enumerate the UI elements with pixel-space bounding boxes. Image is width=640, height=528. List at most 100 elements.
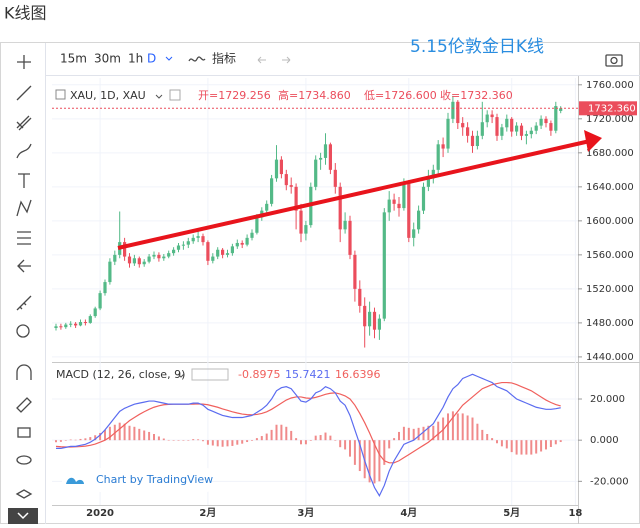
- interval-button[interactable]: 1h: [128, 52, 143, 66]
- indicator-icon[interactable]: [188, 56, 206, 62]
- signal-value: 16.6396: [335, 368, 381, 381]
- histogram-bar: [74, 439, 77, 441]
- text-tool[interactable]: [18, 173, 30, 188]
- magnet-tool[interactable]: [16, 364, 32, 380]
- eye-toggle[interactable]: [169, 89, 181, 101]
- pen-tool[interactable]: [16, 397, 32, 413]
- histogram-bar: [388, 440, 391, 449]
- histogram-bar: [192, 439, 195, 441]
- interval-button[interactable]: 30m: [94, 52, 121, 66]
- candle-body: [274, 159, 279, 179]
- layers-tool[interactable]: [15, 489, 33, 499]
- candle-body: [201, 236, 205, 243]
- histogram-bar: [496, 440, 498, 444]
- y-tick-label: 1480.000: [586, 318, 634, 329]
- y-tick-label: 1520.000: [586, 284, 634, 295]
- interval-caret[interactable]: [165, 56, 173, 61]
- credit[interactable]: Chart by TradingView: [96, 473, 213, 486]
- ruler-tool[interactable]: [16, 295, 32, 311]
- candle-body: [59, 326, 63, 328]
- candle-body: [64, 324, 68, 328]
- candle-body: [113, 254, 117, 262]
- candle-body: [519, 125, 524, 136]
- chart-frame: [0, 42, 640, 524]
- legend-collapse[interactable]: [55, 89, 66, 100]
- histogram-bar: [226, 440, 229, 447]
- histogram-bar: [349, 440, 351, 457]
- histogram-bar: [530, 440, 533, 455]
- candle-body: [353, 254, 357, 289]
- active-interval[interactable]: D: [147, 52, 156, 66]
- histogram-bar: [515, 440, 518, 455]
- histogram-bar: [500, 440, 503, 447]
- candle-body: [529, 130, 533, 135]
- candle-body: [127, 256, 132, 264]
- candle-body: [132, 258, 136, 264]
- interval-button[interactable]: 15m: [60, 52, 87, 66]
- histogram-bar: [432, 425, 435, 441]
- ohlc-legend: 高=1734.860: [278, 88, 351, 102]
- histogram-bar: [94, 435, 97, 441]
- candle-body: [451, 101, 455, 119]
- histogram-bar: [84, 438, 87, 441]
- collapse-button[interactable]: [8, 508, 38, 524]
- credit-badge[interactable]: [62, 468, 210, 492]
- zoom-tool[interactable]: [16, 324, 30, 338]
- histogram-bar: [520, 440, 523, 455]
- eye-tool[interactable]: [16, 455, 32, 465]
- hist-value: -0.8975: [238, 368, 280, 381]
- camera-icon[interactable]: [605, 54, 623, 67]
- x-tick-label: 3月: [297, 507, 314, 519]
- undo-redo[interactable]: [257, 56, 291, 64]
- left-toolbar: [8, 55, 38, 524]
- candle-body: [377, 318, 381, 330]
- histogram-bar: [378, 440, 381, 482]
- histogram-bar: [216, 440, 219, 447]
- candle-body: [191, 237, 195, 242]
- indicators-button[interactable]: 指标: [212, 51, 236, 66]
- pattern-tool[interactable]: [16, 199, 32, 217]
- histogram-bar: [451, 411, 454, 441]
- candle-body: [480, 122, 484, 136]
- last-price-box: [579, 101, 637, 116]
- candle-body: [539, 118, 543, 126]
- histogram-bar: [236, 440, 239, 445]
- candle-body: [348, 220, 352, 255]
- candle-body: [69, 323, 73, 325]
- histogram-bar: [177, 440, 180, 441]
- candle-body: [446, 118, 450, 149]
- symbol-caret[interactable]: [155, 94, 163, 99]
- candle-body: [500, 127, 504, 136]
- candle-body: [382, 212, 386, 319]
- back-tool[interactable]: [17, 259, 31, 273]
- macd-line: [56, 373, 561, 498]
- candle-body: [323, 144, 328, 158]
- forecast-tool[interactable]: [17, 231, 31, 245]
- histogram-bar: [554, 440, 557, 445]
- candle-body: [147, 256, 151, 262]
- candle-body: [74, 323, 78, 326]
- candle-body: [412, 229, 416, 238]
- cross-tool[interactable]: [17, 55, 31, 69]
- macd-settings[interactable]: [191, 368, 229, 381]
- y-tick-label: 0.000: [590, 435, 619, 446]
- brush-tool[interactable]: [16, 143, 32, 159]
- fib-tool[interactable]: [16, 115, 32, 131]
- candle-body: [137, 258, 141, 265]
- histogram-bar: [373, 440, 376, 484]
- candle-body: [554, 106, 558, 131]
- camera-lens: [610, 56, 618, 65]
- candle-body: [206, 242, 210, 261]
- y-tick-label: 1600.000: [586, 216, 634, 227]
- macd-caret[interactable]: [177, 373, 185, 378]
- candle-body: [304, 225, 308, 234]
- candle-body: [505, 118, 509, 128]
- candle-body: [534, 125, 538, 131]
- lock-tool[interactable]: [17, 427, 31, 438]
- histogram-bar: [270, 429, 273, 441]
- candle-body: [456, 101, 460, 124]
- histogram-bar: [251, 440, 253, 441]
- histogram-bar: [559, 440, 562, 443]
- line-tool[interactable]: [16, 85, 32, 101]
